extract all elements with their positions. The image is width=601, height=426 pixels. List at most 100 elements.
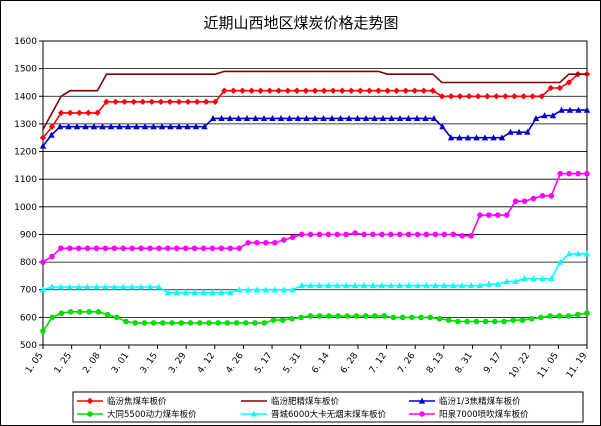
data-point xyxy=(243,320,249,326)
data-point xyxy=(280,286,287,293)
data-point xyxy=(362,313,369,319)
data-point xyxy=(465,93,473,100)
legend-label: 临汾肥精煤车板价 xyxy=(271,396,340,407)
data-point xyxy=(93,283,100,290)
data-point xyxy=(57,109,65,117)
data-point xyxy=(316,313,323,319)
data-point xyxy=(538,314,544,321)
data-point xyxy=(396,282,403,289)
data-point xyxy=(418,314,424,321)
data-point xyxy=(343,231,350,238)
x-tick-label: 11. 05 xyxy=(536,351,561,380)
data-point xyxy=(49,314,56,321)
data-point xyxy=(584,170,590,177)
data-point xyxy=(501,318,507,325)
data-point xyxy=(56,123,64,130)
data-point xyxy=(66,245,73,252)
data-point xyxy=(547,313,553,319)
y-tick-label: 1600 xyxy=(14,37,37,47)
data-point xyxy=(40,328,46,334)
data-point xyxy=(495,212,501,218)
data-point xyxy=(245,239,251,246)
data-point xyxy=(302,87,310,94)
data-point xyxy=(48,131,55,138)
y-tick-label: 800 xyxy=(20,258,37,268)
data-point xyxy=(447,134,455,141)
x-tick-label: 8. 13 xyxy=(425,351,446,375)
x-tick-label: 6. 14 xyxy=(310,351,331,376)
data-point xyxy=(120,245,127,252)
data-point xyxy=(396,114,404,121)
series-1 xyxy=(39,70,591,141)
data-point xyxy=(566,170,572,177)
data-point xyxy=(184,123,191,130)
data-point xyxy=(284,87,291,94)
data-point xyxy=(84,283,91,290)
data-point xyxy=(503,212,510,218)
data-point xyxy=(476,282,484,289)
data-point xyxy=(566,106,574,113)
y-tick-label: 1200 xyxy=(14,148,37,158)
data-point xyxy=(325,282,332,289)
data-point xyxy=(413,114,421,121)
data-point xyxy=(575,170,581,177)
data-point xyxy=(335,313,341,319)
data-point xyxy=(510,317,517,323)
data-point xyxy=(482,318,489,325)
data-point xyxy=(139,98,146,105)
data-point xyxy=(503,278,510,285)
x-tick-label: 10. 22 xyxy=(508,351,533,380)
series-line xyxy=(42,70,587,130)
data-point xyxy=(230,87,237,94)
legend-label: 临汾焦煤车板价 xyxy=(107,396,167,407)
data-point xyxy=(173,289,180,296)
data-point xyxy=(441,282,448,289)
data-point xyxy=(226,114,234,121)
data-point xyxy=(494,280,502,287)
legend-label: 阳泉7000喷吹煤车板价 xyxy=(439,409,529,420)
data-point xyxy=(439,123,446,130)
y-tick-label: 1500 xyxy=(14,65,37,75)
legend-item: 临汾焦煤车板价 xyxy=(77,396,167,407)
legend-marker xyxy=(419,411,425,417)
x-tick-label: 7. 26 xyxy=(396,351,417,376)
data-point xyxy=(270,317,277,323)
data-point xyxy=(351,282,359,289)
legend-label: 晋城6000大卡无烟末煤车板价 xyxy=(271,409,387,420)
data-point xyxy=(307,282,314,289)
data-point xyxy=(432,282,439,289)
legend-marker xyxy=(418,397,426,404)
data-point xyxy=(260,114,268,121)
data-point xyxy=(520,93,527,100)
data-point xyxy=(121,98,128,105)
data-point xyxy=(325,231,332,238)
data-point xyxy=(511,93,518,100)
y-tick-label: 1100 xyxy=(14,175,37,185)
data-point xyxy=(565,313,572,319)
data-point xyxy=(538,93,545,100)
data-point xyxy=(129,245,135,252)
data-point xyxy=(39,286,47,293)
data-point xyxy=(175,123,183,130)
data-point xyxy=(77,309,83,315)
data-point xyxy=(49,253,55,260)
data-point xyxy=(343,282,350,289)
data-point xyxy=(266,87,273,94)
data-point xyxy=(583,250,591,257)
data-point xyxy=(209,114,217,121)
data-point xyxy=(39,134,47,141)
data-point xyxy=(320,114,327,121)
y-tick-label: 1300 xyxy=(14,120,37,130)
x-tick-label: 2. 08 xyxy=(81,351,102,376)
data-point xyxy=(253,286,261,293)
data-point xyxy=(141,320,148,326)
data-point xyxy=(491,318,498,325)
data-point xyxy=(160,320,166,326)
data-point xyxy=(402,87,409,94)
legend-box xyxy=(72,391,584,423)
x-tick-label: 11. 19 xyxy=(565,351,590,380)
data-point xyxy=(137,283,145,290)
data-point xyxy=(169,320,175,326)
data-point xyxy=(289,234,296,241)
